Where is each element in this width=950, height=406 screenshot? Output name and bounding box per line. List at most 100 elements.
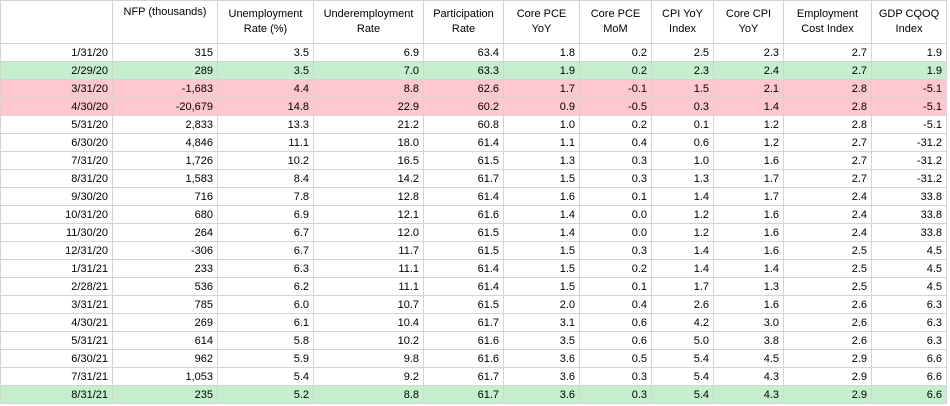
value-cell[interactable]: 0.2 <box>579 259 652 278</box>
value-cell[interactable]: -306 <box>112 241 218 260</box>
value-cell[interactable]: 11.1 <box>217 133 314 152</box>
value-cell[interactable]: 1.7 <box>713 169 784 188</box>
value-cell[interactable]: 61.7 <box>423 385 504 404</box>
value-cell[interactable]: 6.6 <box>871 385 947 404</box>
value-cell[interactable]: 6.6 <box>871 367 947 386</box>
value-cell[interactable]: 10.4 <box>313 313 424 332</box>
value-cell[interactable]: 3.6 <box>503 349 580 368</box>
value-cell[interactable]: 61.6 <box>423 205 504 224</box>
value-cell[interactable]: 61.5 <box>423 241 504 260</box>
value-cell[interactable]: 4.5 <box>871 277 947 296</box>
date-cell[interactable]: 12/31/20 <box>0 241 113 260</box>
value-cell[interactable]: 2.5 <box>651 43 714 62</box>
value-cell[interactable]: 11.7 <box>313 241 424 260</box>
column-header[interactable]: Core PCE MoM <box>579 0 652 44</box>
value-cell[interactable]: 61.7 <box>423 169 504 188</box>
value-cell[interactable]: 33.8 <box>871 223 947 242</box>
value-cell[interactable]: 4.5 <box>871 241 947 260</box>
value-cell[interactable]: 2.8 <box>783 97 872 116</box>
value-cell[interactable]: 6.0 <box>217 295 314 314</box>
value-cell[interactable]: 0.3 <box>579 169 652 188</box>
value-cell[interactable]: 6.9 <box>217 205 314 224</box>
value-cell[interactable]: 2.3 <box>713 43 784 62</box>
value-cell[interactable]: 2.4 <box>783 223 872 242</box>
value-cell[interactable]: 1.6 <box>503 187 580 206</box>
value-cell[interactable]: 6.3 <box>871 331 947 350</box>
value-cell[interactable]: 1.5 <box>503 241 580 260</box>
value-cell[interactable]: 614 <box>112 331 218 350</box>
value-cell[interactable]: 8.8 <box>313 385 424 404</box>
value-cell[interactable]: 1.6 <box>713 241 784 260</box>
value-cell[interactable]: 4.3 <box>713 367 784 386</box>
value-cell[interactable]: 6.2 <box>217 277 314 296</box>
value-cell[interactable]: 6.1 <box>217 313 314 332</box>
column-header[interactable]: Core PCE YoY <box>503 0 580 44</box>
value-cell[interactable]: -1,683 <box>112 79 218 98</box>
value-cell[interactable]: 33.8 <box>871 205 947 224</box>
column-header[interactable]: Participation Rate <box>423 0 504 44</box>
value-cell[interactable]: 5.9 <box>217 349 314 368</box>
value-cell[interactable]: 1.3 <box>713 277 784 296</box>
value-cell[interactable]: 2.4 <box>713 61 784 80</box>
value-cell[interactable]: 1.5 <box>503 169 580 188</box>
value-cell[interactable]: 14.8 <box>217 97 314 116</box>
column-header[interactable]: Unemployment Rate (%) <box>217 0 314 44</box>
value-cell[interactable]: 3.5 <box>503 331 580 350</box>
value-cell[interactable]: 61.6 <box>423 349 504 368</box>
date-cell[interactable]: 2/29/20 <box>0 61 113 80</box>
value-cell[interactable]: 1.4 <box>651 241 714 260</box>
value-cell[interactable]: 2.8 <box>783 79 872 98</box>
value-cell[interactable]: 3.5 <box>217 43 314 62</box>
value-cell[interactable]: 2.6 <box>783 313 872 332</box>
value-cell[interactable]: 0.4 <box>579 133 652 152</box>
value-cell[interactable]: 3.1 <box>503 313 580 332</box>
value-cell[interactable]: 0.2 <box>579 43 652 62</box>
value-cell[interactable]: 0.2 <box>579 115 652 134</box>
value-cell[interactable]: 60.8 <box>423 115 504 134</box>
column-header[interactable]: Core CPI YoY <box>713 0 784 44</box>
value-cell[interactable]: 2.5 <box>783 241 872 260</box>
value-cell[interactable]: 2.5 <box>783 277 872 296</box>
value-cell[interactable]: 785 <box>112 295 218 314</box>
value-cell[interactable]: 61.5 <box>423 151 504 170</box>
value-cell[interactable]: -0.1 <box>579 79 652 98</box>
value-cell[interactable]: 0.3 <box>579 385 652 404</box>
value-cell[interactable]: 2.8 <box>783 115 872 134</box>
value-cell[interactable]: 10.2 <box>313 331 424 350</box>
value-cell[interactable]: 1.6 <box>713 151 784 170</box>
value-cell[interactable]: 62.6 <box>423 79 504 98</box>
value-cell[interactable]: 6.3 <box>871 295 947 314</box>
value-cell[interactable]: 4.5 <box>713 349 784 368</box>
value-cell[interactable]: 0.3 <box>579 151 652 170</box>
column-header[interactable]: CPI YoY Index <box>651 0 714 44</box>
date-cell[interactable]: 1/31/21 <box>0 259 113 278</box>
value-cell[interactable]: 1.9 <box>871 61 947 80</box>
value-cell[interactable]: 5.4 <box>651 385 714 404</box>
value-cell[interactable]: 61.6 <box>423 331 504 350</box>
value-cell[interactable]: 5.4 <box>651 349 714 368</box>
value-cell[interactable]: 9.8 <box>313 349 424 368</box>
value-cell[interactable]: 4.3 <box>713 385 784 404</box>
column-header[interactable] <box>0 0 113 44</box>
value-cell[interactable]: 63.3 <box>423 61 504 80</box>
value-cell[interactable]: 61.4 <box>423 259 504 278</box>
value-cell[interactable]: 536 <box>112 277 218 296</box>
value-cell[interactable]: 11.1 <box>313 277 424 296</box>
value-cell[interactable]: 4,846 <box>112 133 218 152</box>
value-cell[interactable]: 0.0 <box>579 205 652 224</box>
date-cell[interactable]: 6/30/21 <box>0 349 113 368</box>
value-cell[interactable]: -31.2 <box>871 169 947 188</box>
value-cell[interactable]: 2.9 <box>783 367 872 386</box>
value-cell[interactable]: -5.1 <box>871 79 947 98</box>
value-cell[interactable]: 61.4 <box>423 187 504 206</box>
value-cell[interactable]: 2.7 <box>783 61 872 80</box>
value-cell[interactable]: 315 <box>112 43 218 62</box>
date-cell[interactable]: 7/31/21 <box>0 367 113 386</box>
value-cell[interactable]: 2.7 <box>783 151 872 170</box>
date-cell[interactable]: 9/30/20 <box>0 187 113 206</box>
value-cell[interactable]: 2.6 <box>783 331 872 350</box>
value-cell[interactable]: 1.2 <box>651 205 714 224</box>
value-cell[interactable]: 289 <box>112 61 218 80</box>
date-cell[interactable]: 2/28/21 <box>0 277 113 296</box>
value-cell[interactable]: 1.9 <box>503 61 580 80</box>
